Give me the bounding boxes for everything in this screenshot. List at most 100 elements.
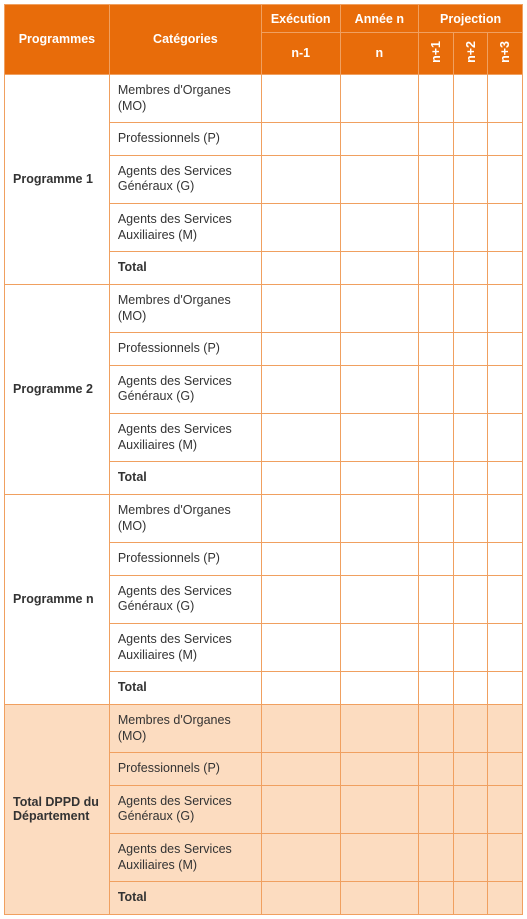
data-cell: [488, 155, 523, 203]
category-cell: Agents des Services Auxiliaires (M): [109, 414, 261, 462]
data-cell: [340, 252, 419, 285]
data-cell: [488, 575, 523, 623]
header-n-plus-3: n+3: [488, 33, 523, 75]
data-cell: [453, 123, 488, 156]
data-cell: [340, 155, 419, 203]
table-row: Programme nMembres d'Organes (MO): [5, 494, 523, 542]
data-cell: [419, 414, 454, 462]
data-cell: [419, 672, 454, 705]
data-cell: [261, 74, 340, 122]
data-cell: [453, 252, 488, 285]
category-cell: Professionnels (P): [109, 753, 261, 786]
data-cell: [419, 543, 454, 576]
data-cell: [419, 204, 454, 252]
data-cell: [488, 785, 523, 833]
programme-label: Programme 1: [5, 74, 110, 284]
programme-label: Total DPPD du Département: [5, 704, 110, 914]
data-cell: [340, 74, 419, 122]
data-cell: [453, 753, 488, 786]
data-cell: [340, 543, 419, 576]
data-cell: [419, 333, 454, 366]
table-body: Programme 1Membres d'Organes (MO)Profess…: [5, 74, 523, 914]
header-annee: Année n: [340, 5, 419, 33]
data-cell: [340, 672, 419, 705]
data-cell: [419, 155, 454, 203]
data-cell: [453, 834, 488, 882]
data-cell: [340, 834, 419, 882]
data-cell: [419, 882, 454, 915]
data-cell: [340, 704, 419, 752]
data-cell: [340, 882, 419, 915]
header-n-minus-1: n-1: [261, 33, 340, 75]
data-cell: [453, 155, 488, 203]
data-cell: [488, 333, 523, 366]
programme-label: Programme n: [5, 494, 110, 704]
data-cell: [488, 365, 523, 413]
data-cell: [419, 753, 454, 786]
table-row: Programme 2Membres d'Organes (MO): [5, 284, 523, 332]
data-cell: [340, 284, 419, 332]
data-cell: [261, 753, 340, 786]
programme-label: Programme 2: [5, 284, 110, 494]
header-categories: Catégories: [109, 5, 261, 75]
category-cell: Agents des Services Auxiliaires (M): [109, 204, 261, 252]
data-cell: [419, 252, 454, 285]
data-cell: [488, 672, 523, 705]
data-cell: [453, 414, 488, 462]
table-row: Programme 1Membres d'Organes (MO): [5, 74, 523, 122]
data-cell: [261, 785, 340, 833]
header-n-plus-1: n+1: [419, 33, 454, 75]
data-cell: [488, 123, 523, 156]
data-cell: [419, 704, 454, 752]
data-cell: [261, 672, 340, 705]
category-cell: Total: [109, 252, 261, 285]
data-cell: [488, 624, 523, 672]
data-cell: [488, 462, 523, 495]
data-cell: [419, 624, 454, 672]
data-cell: [261, 882, 340, 915]
data-cell: [261, 252, 340, 285]
data-cell: [261, 333, 340, 366]
header-n-plus-2: n+2: [453, 33, 488, 75]
category-cell: Agents des Services Auxiliaires (M): [109, 834, 261, 882]
data-cell: [261, 462, 340, 495]
data-cell: [419, 74, 454, 122]
header-n: n: [340, 33, 419, 75]
category-cell: Agents des Services Auxiliaires (M): [109, 624, 261, 672]
data-cell: [488, 543, 523, 576]
data-cell: [453, 333, 488, 366]
header-execution: Exécution: [261, 5, 340, 33]
data-cell: [340, 753, 419, 786]
data-cell: [340, 204, 419, 252]
data-cell: [419, 123, 454, 156]
category-cell: Professionnels (P): [109, 123, 261, 156]
category-cell: Total: [109, 672, 261, 705]
data-cell: [488, 704, 523, 752]
data-cell: [340, 785, 419, 833]
data-cell: [340, 494, 419, 542]
data-cell: [261, 543, 340, 576]
header-programmes: Programmes: [5, 5, 110, 75]
data-cell: [453, 462, 488, 495]
category-cell: Agents des Services Généraux (G): [109, 575, 261, 623]
data-cell: [340, 333, 419, 366]
category-cell: Agents des Services Généraux (G): [109, 365, 261, 413]
data-cell: [488, 414, 523, 462]
data-cell: [340, 365, 419, 413]
data-cell: [453, 785, 488, 833]
data-cell: [261, 123, 340, 156]
category-cell: Professionnels (P): [109, 333, 261, 366]
data-cell: [453, 74, 488, 122]
data-cell: [261, 365, 340, 413]
category-cell: Total: [109, 462, 261, 495]
data-cell: [419, 785, 454, 833]
data-cell: [261, 704, 340, 752]
data-cell: [340, 462, 419, 495]
data-cell: [453, 882, 488, 915]
data-cell: [488, 753, 523, 786]
data-cell: [419, 462, 454, 495]
data-cell: [453, 575, 488, 623]
table-row: Total DPPD du DépartementMembres d'Organ…: [5, 704, 523, 752]
data-cell: [261, 284, 340, 332]
data-cell: [261, 204, 340, 252]
